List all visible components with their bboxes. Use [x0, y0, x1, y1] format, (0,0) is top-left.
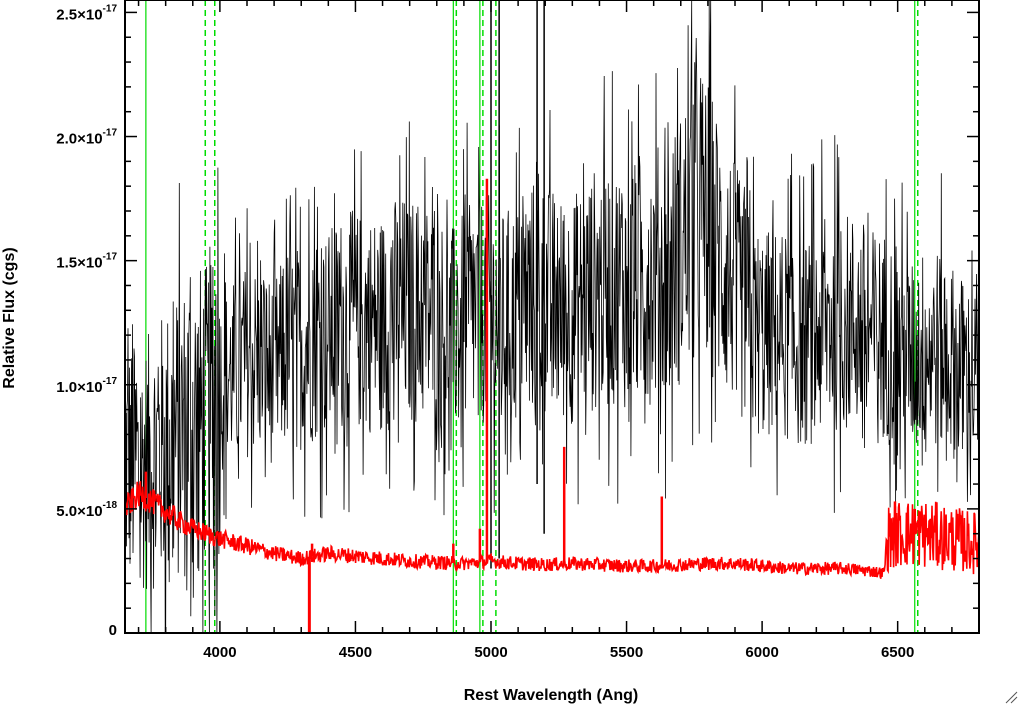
model-spectrum: [124, 178, 980, 633]
x-tick-label: 5000: [474, 644, 507, 661]
resize-grip-icon[interactable]: [1004, 690, 1018, 704]
y-axis-ticks: 0 5.0×10-18 1.0×10-17 1.5×10-17 2.0×10-17 2.5…: [56, 3, 979, 639]
model-spectrum-line: [124, 481, 980, 579]
x-tick-label: 5500: [610, 644, 643, 661]
y-tick-label: 0: [109, 622, 117, 639]
observed-spectrum-line: [124, 0, 980, 634]
observed-spectrum: [124, 0, 980, 634]
x-tick-label: 6500: [881, 644, 914, 661]
axes-frame: [124, 0, 980, 634]
y-tick-label: 1.0×10-17: [56, 376, 117, 396]
y-axis-title: Relative Flux (cgs): [1, 247, 18, 388]
reference-lines: [145, 0, 919, 633]
y-tick-label: 1.5×10-17: [56, 252, 117, 272]
plot-frame: [124, 0, 980, 634]
y-tick-label: 2.5×10-17: [56, 3, 117, 23]
y-tick-label: 2.0×10-17: [56, 128, 117, 148]
y-tick-label: 5.0×10-18: [56, 500, 117, 520]
x-axis-ticks: 4000 4500 5000 5500 6000 6500: [137, 0, 980, 661]
x-tick-label: 4000: [203, 644, 236, 661]
x-tick-label: 6000: [745, 644, 778, 661]
x-axis-title: Rest Wavelength (Ang): [464, 687, 639, 704]
x-tick-label: 4500: [339, 644, 372, 661]
